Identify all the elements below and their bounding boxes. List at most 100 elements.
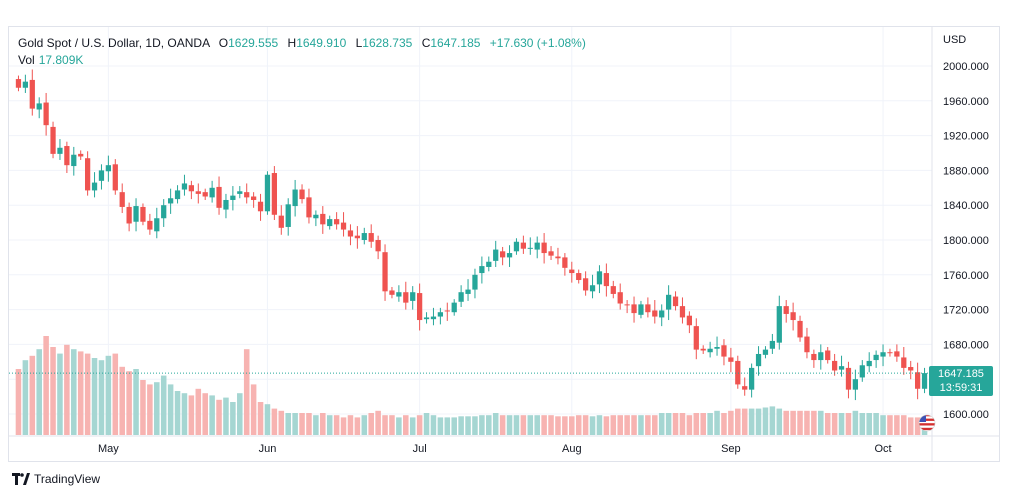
candle-body	[216, 186, 222, 208]
volume-bar	[562, 416, 568, 435]
volume-bar	[243, 349, 250, 435]
volume-bar	[845, 413, 852, 435]
candle-body	[430, 316, 437, 320]
volume-bar	[154, 382, 160, 435]
candle-body	[914, 372, 921, 389]
candle-body	[831, 360, 838, 371]
price-tick-label: 1960.000	[943, 96, 989, 108]
candle-body	[479, 266, 485, 274]
volume-bar	[728, 410, 734, 435]
volume-bar	[43, 336, 49, 435]
candle-body	[292, 189, 298, 207]
candle-body	[693, 326, 699, 350]
candle-body	[91, 182, 98, 191]
low-value: 1628.735	[362, 36, 413, 50]
candle-body	[403, 292, 409, 303]
candle-body	[389, 290, 395, 295]
candle-body	[361, 233, 367, 240]
candle-body	[57, 147, 63, 154]
candle-body	[264, 174, 271, 212]
candle-body	[506, 253, 513, 258]
candle-body	[133, 206, 139, 222]
candle-body	[672, 296, 679, 307]
last-price-tag: 1647.185 13:59:31	[929, 366, 993, 396]
candle-body	[147, 220, 153, 230]
candle-body	[15, 79, 22, 88]
volume-bar	[686, 415, 693, 435]
volume-bar	[783, 410, 789, 435]
candle-body	[375, 240, 381, 252]
volume-bar	[223, 397, 229, 435]
volume-bar	[624, 415, 630, 435]
volume-bar	[748, 408, 755, 435]
candle-body	[603, 273, 610, 287]
tradingview-icon	[12, 473, 30, 485]
volume-bar	[22, 360, 29, 435]
candle-body	[112, 164, 118, 191]
candle-body	[589, 285, 596, 292]
candle-body	[735, 360, 741, 385]
volume-bar	[430, 415, 437, 435]
high-value: 1649.910	[296, 36, 347, 50]
volume-bar	[382, 415, 388, 435]
volume-bar	[804, 410, 810, 435]
candle-body	[154, 218, 160, 232]
tradingview-logo[interactable]: TradingView	[12, 472, 100, 486]
candle-body	[541, 242, 547, 254]
high-label: H	[287, 36, 297, 50]
volume-bar	[326, 415, 333, 435]
candle-body	[250, 196, 257, 200]
price-tick-label: 1600.000	[943, 409, 989, 421]
volume-bar	[36, 349, 42, 435]
volume-bar	[167, 384, 174, 435]
candle-body	[493, 249, 499, 261]
candle-body	[423, 317, 430, 320]
candle-body	[838, 366, 845, 370]
volume-bar	[790, 410, 796, 435]
volume-bar	[721, 413, 727, 435]
volume-bar	[50, 347, 56, 435]
candle-body	[825, 350, 831, 361]
candle-body	[50, 126, 56, 154]
candle-body	[686, 315, 693, 326]
candle-body	[333, 219, 340, 225]
candle-body	[742, 386, 748, 390]
candle-body	[748, 367, 755, 390]
candle-body	[126, 206, 132, 224]
volume-bar	[271, 408, 278, 435]
volume-bar	[403, 415, 409, 435]
candle-body	[188, 185, 195, 192]
candle-body	[776, 306, 782, 343]
volume-bar	[741, 408, 748, 435]
candle-body	[845, 367, 852, 390]
volume-bar	[479, 415, 485, 435]
volume-bar	[873, 413, 879, 435]
candle-body	[908, 367, 914, 371]
symbol-label[interactable]: Gold Spot / U.S. Dollar, 1D, OANDA	[18, 36, 210, 50]
close-label: C	[421, 36, 431, 50]
candle-body	[486, 261, 492, 267]
candle-body	[659, 310, 665, 318]
candle-body	[887, 352, 893, 354]
candle-body	[569, 269, 575, 274]
volume-bar	[133, 369, 139, 435]
candle-body	[78, 153, 84, 157]
currency-label[interactable]: USD	[943, 34, 967, 46]
volume-bar	[569, 416, 575, 435]
candle-body	[202, 192, 208, 197]
brand-label: TradingView	[34, 472, 101, 486]
candle-body	[700, 348, 706, 351]
volume-bar	[894, 415, 900, 435]
candle-body	[665, 294, 672, 310]
volume-bar	[582, 415, 589, 435]
volume-bar	[811, 410, 817, 435]
candle-body	[624, 304, 630, 306]
volume-bar	[437, 417, 444, 435]
volume-bar	[188, 395, 195, 435]
volume-bar	[548, 415, 554, 435]
candle-body	[534, 242, 540, 250]
candle-body	[382, 252, 388, 292]
price-tick-label: 2000.000	[943, 61, 989, 73]
candle-body	[223, 199, 229, 210]
